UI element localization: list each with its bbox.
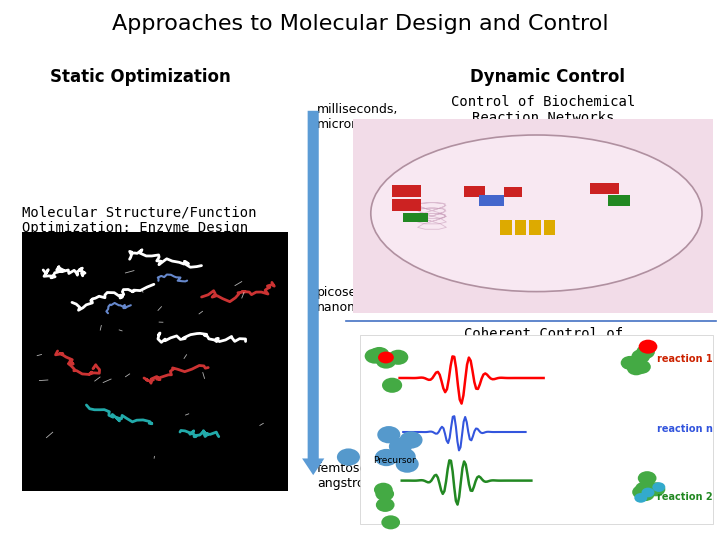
Bar [544, 220, 555, 235]
Circle shape [400, 431, 423, 449]
Circle shape [639, 340, 657, 354]
Bar [608, 195, 630, 206]
Circle shape [632, 485, 651, 499]
Text: Control of Biochemical
Reaction Networks: Control of Biochemical Reaction Networks [451, 94, 636, 125]
Bar [360, 335, 713, 524]
Bar [464, 186, 485, 197]
Bar [515, 220, 526, 235]
Circle shape [376, 354, 396, 369]
Bar [392, 185, 421, 197]
Bar [403, 213, 428, 222]
Text: picoseconds,
nanometers: picoseconds, nanometers [317, 286, 398, 314]
Circle shape [632, 360, 651, 374]
Ellipse shape [371, 135, 702, 292]
Text: Static Optimization: Static Optimization [50, 68, 231, 85]
Text: milliseconds,
micrometers: milliseconds, micrometers [317, 103, 398, 131]
Circle shape [337, 448, 360, 465]
Text: Precursor: Precursor [373, 456, 415, 465]
Bar [504, 187, 522, 197]
Bar [392, 199, 421, 211]
Circle shape [396, 455, 419, 472]
Circle shape [378, 352, 394, 363]
Circle shape [627, 361, 646, 375]
Text: Approaches to Molecular Design and Control: Approaches to Molecular Design and Contr… [112, 14, 608, 33]
Circle shape [375, 487, 394, 501]
Circle shape [376, 498, 395, 512]
Text: reaction n: reaction n [657, 424, 713, 434]
Circle shape [652, 482, 665, 492]
Circle shape [631, 349, 650, 363]
Bar [479, 195, 504, 206]
Circle shape [621, 356, 639, 370]
Circle shape [642, 488, 654, 497]
Text: reaction 1: reaction 1 [657, 354, 712, 364]
FancyArrowPatch shape [302, 111, 324, 475]
Text: Coherent Control of
Chemical Reaction Dynamics: Coherent Control of Chemical Reaction Dy… [435, 327, 652, 357]
Circle shape [636, 487, 654, 501]
Circle shape [389, 438, 412, 455]
Circle shape [388, 350, 408, 365]
Circle shape [638, 471, 657, 485]
Bar [353, 119, 713, 313]
Text: Molecular Structure/Function
Optimization: Enzyme Design: Molecular Structure/Function Optimizatio… [22, 205, 256, 235]
Text: Dynamic Control: Dynamic Control [469, 68, 625, 85]
Circle shape [377, 426, 400, 443]
Circle shape [369, 347, 390, 362]
Circle shape [392, 448, 415, 465]
Circle shape [382, 515, 400, 529]
Bar [500, 220, 512, 235]
Circle shape [375, 449, 398, 466]
Circle shape [647, 482, 665, 496]
Bar [590, 183, 619, 194]
Circle shape [364, 348, 384, 363]
Circle shape [382, 377, 402, 393]
Circle shape [634, 493, 647, 503]
Circle shape [375, 352, 395, 367]
Circle shape [635, 482, 654, 496]
Text: reaction 2: reaction 2 [657, 492, 712, 502]
Circle shape [374, 483, 392, 497]
Circle shape [636, 345, 655, 359]
Bar [529, 220, 541, 235]
Text: femtoseconds,
angstroms: femtoseconds, angstroms [317, 462, 409, 490]
Bar [22, 232, 288, 491]
